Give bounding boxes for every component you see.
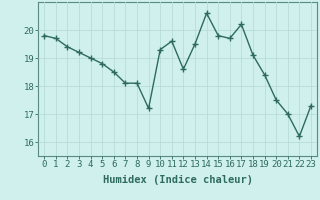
X-axis label: Humidex (Indice chaleur): Humidex (Indice chaleur) [103, 175, 252, 185]
